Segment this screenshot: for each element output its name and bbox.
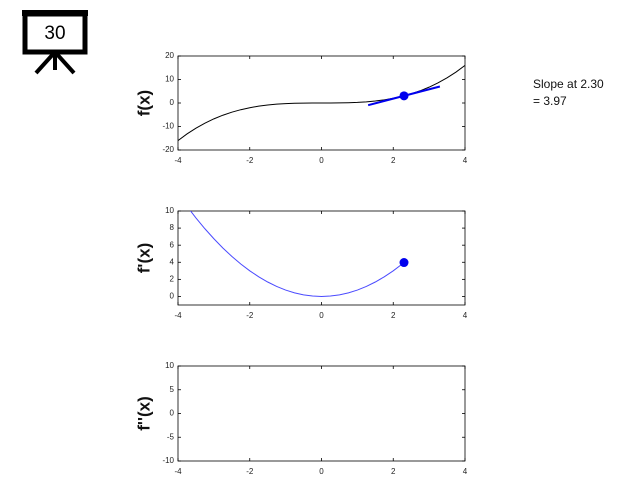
- plot-frame: [177, 210, 466, 306]
- x-tick-label: -2: [246, 467, 254, 476]
- icon-leg: [34, 50, 57, 75]
- curve: [178, 64, 465, 142]
- x-tick-label: -2: [246, 311, 254, 320]
- curve: [189, 211, 405, 297]
- y-tick-label: -20: [162, 145, 174, 154]
- x-tick-label: -2: [246, 156, 254, 165]
- y-tick-label: -10: [162, 456, 174, 465]
- y-tick-label: 6: [170, 240, 175, 249]
- x-tick-label: 2: [391, 156, 396, 165]
- series-group: [178, 64, 465, 142]
- x-tick-label: 2: [391, 311, 396, 320]
- y-tick-label: 10: [165, 206, 174, 215]
- y-tick-label: -10: [162, 122, 174, 131]
- x-tick-label: 4: [463, 467, 468, 476]
- x-tick-label: 4: [463, 311, 468, 320]
- y-tick-label: 10: [165, 361, 174, 370]
- y-tick-label: 2: [170, 274, 175, 283]
- annotation: Slope at 2.30: [533, 77, 604, 91]
- x-tick-label: -4: [174, 311, 182, 320]
- x-tick-label: -4: [174, 156, 182, 165]
- series-group: [399, 258, 409, 268]
- x-tick-label: 0: [319, 156, 324, 165]
- y-tick-label: 4: [170, 257, 175, 266]
- point: [399, 258, 409, 268]
- series-group: [189, 211, 405, 297]
- series-group: [399, 91, 409, 101]
- subplot: -4 -2 0 2 4 0 2 4 6 8 10 f'(x): [134, 206, 468, 320]
- y-axis-label: f'(x): [134, 243, 153, 273]
- annotation: = 3.97: [533, 94, 567, 108]
- y-axis-label: f(x): [134, 90, 153, 116]
- x-tick-label: 0: [319, 311, 324, 320]
- y-tick-label: 0: [170, 98, 175, 107]
- y-tick-label: 10: [165, 75, 174, 84]
- y-tick-label: -5: [167, 432, 175, 441]
- icon-leg: [53, 50, 76, 75]
- x-tick-label: 0: [319, 467, 324, 476]
- badge-number: 30: [44, 23, 65, 44]
- subplot: -4 -2 0 2 4 -10 -5 0 5 10 f''(x): [134, 361, 467, 476]
- plot-frame: [177, 365, 466, 462]
- y-axis-label: f''(x): [134, 396, 153, 431]
- x-tick-label: -4: [174, 467, 182, 476]
- y-tick-label: 5: [170, 385, 175, 394]
- y-tick-label: 0: [170, 292, 175, 301]
- y-tick-label: 8: [170, 223, 175, 232]
- x-tick-label: 4: [463, 156, 468, 165]
- y-tick-label: 20: [165, 51, 174, 60]
- presentation-icon: 30: [22, 10, 88, 75]
- x-tick-label: 2: [391, 467, 396, 476]
- point: [399, 91, 409, 101]
- y-tick-label: 0: [170, 409, 175, 418]
